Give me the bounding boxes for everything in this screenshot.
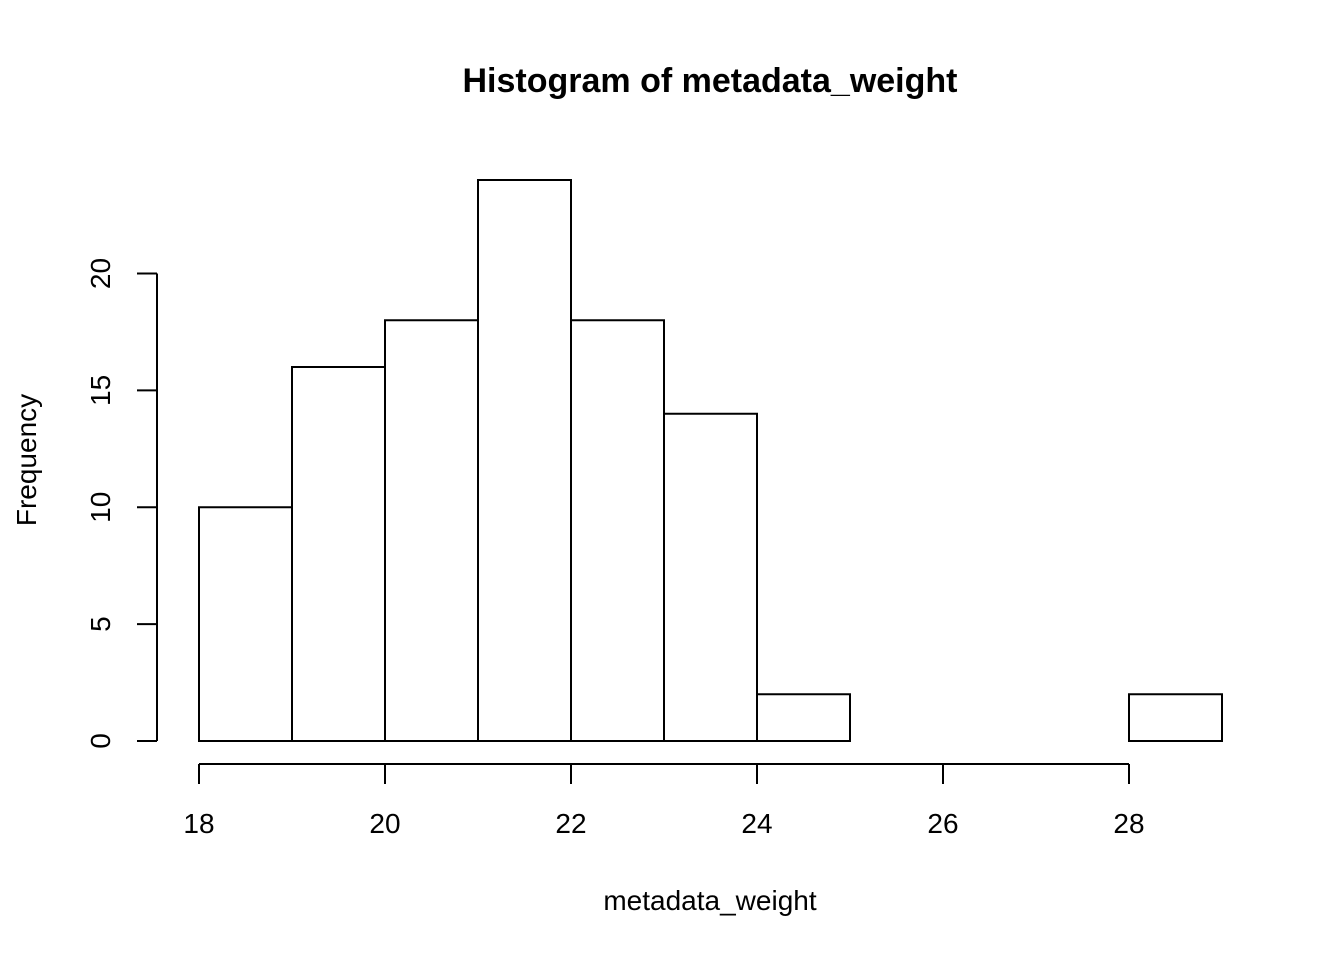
y-tick-label-15: 15 bbox=[85, 375, 116, 406]
histogram-bar-6 bbox=[756, 693, 851, 742]
y-tick-label-0: 0 bbox=[85, 733, 116, 749]
x-tick-label-26: 26 bbox=[927, 808, 958, 839]
histogram-bar-3 bbox=[477, 179, 572, 742]
x-tick-label-28: 28 bbox=[1113, 808, 1144, 839]
x-tick-label-20: 20 bbox=[369, 808, 400, 839]
x-tick-label-24: 24 bbox=[741, 808, 772, 839]
histogram-bar-4 bbox=[570, 319, 665, 742]
y-axis: 0 5 10 15 20 bbox=[85, 258, 158, 749]
histogram-bar-0 bbox=[198, 506, 293, 742]
y-tick-label-20: 20 bbox=[85, 258, 116, 289]
x-axis: 18 20 22 24 26 28 bbox=[183, 763, 1145, 839]
x-tick-label-18: 18 bbox=[183, 808, 214, 839]
x-axis-label: metadata_weight bbox=[603, 885, 816, 916]
y-axis-label: Frequency bbox=[11, 394, 42, 526]
y-tick-label-10: 10 bbox=[85, 492, 116, 523]
y-tick-label-5: 5 bbox=[85, 616, 116, 632]
histogram-bars bbox=[198, 179, 1223, 742]
chart-title: Histogram of metadata_weight bbox=[463, 62, 958, 100]
histogram-bar-2 bbox=[384, 319, 479, 742]
histogram-bar-5 bbox=[663, 412, 758, 742]
histogram-bar-1 bbox=[291, 366, 386, 742]
x-tick-label-22: 22 bbox=[555, 808, 586, 839]
histogram-bar-10 bbox=[1128, 693, 1223, 742]
